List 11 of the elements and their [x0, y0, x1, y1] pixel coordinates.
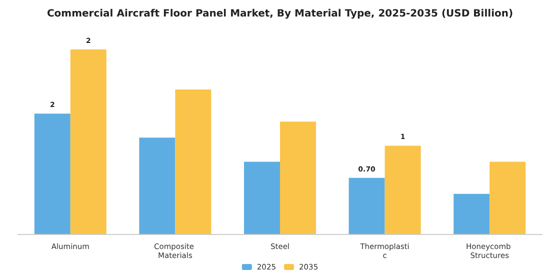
bar [244, 162, 280, 234]
bar [384, 146, 421, 234]
bar [348, 178, 385, 234]
bar [34, 114, 70, 234]
chart-title: Commercial Aircraft Floor Panel Market, By Material Type, 2025-2035 (USD Billion) [46, 8, 514, 20]
bar [490, 162, 526, 234]
bar [454, 194, 490, 234]
bar [139, 138, 176, 234]
bar [70, 49, 106, 234]
bar [175, 90, 212, 234]
bar [280, 122, 316, 234]
